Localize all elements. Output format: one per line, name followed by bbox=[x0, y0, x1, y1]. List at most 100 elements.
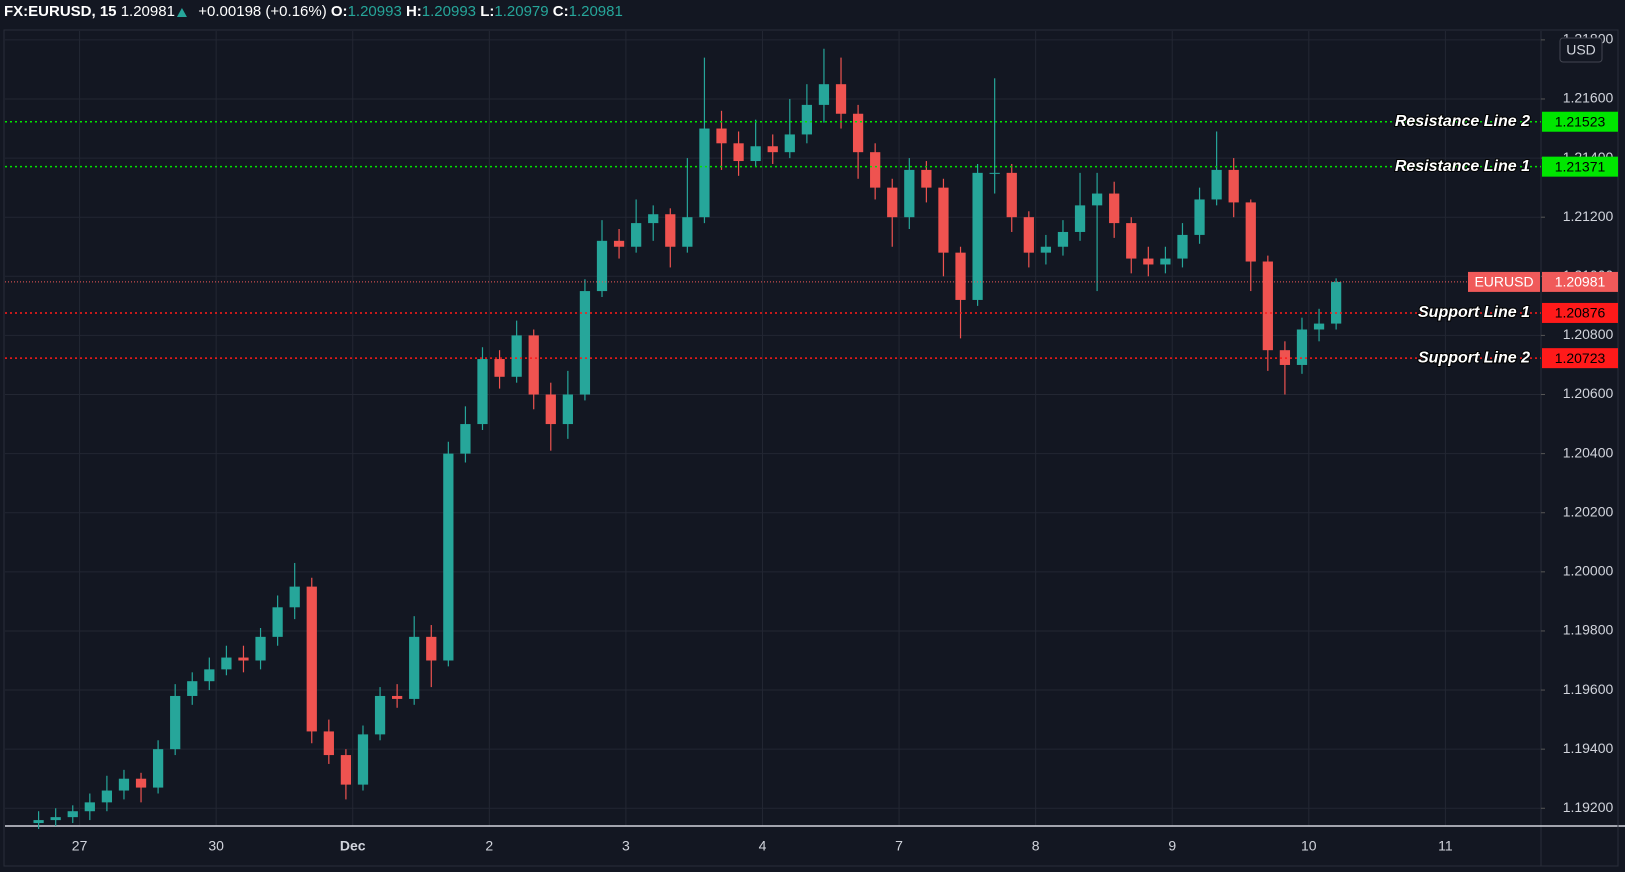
candle-body bbox=[1245, 202, 1256, 262]
x-tick-label: 8 bbox=[1032, 838, 1040, 854]
level-name: Resistance Line 2 bbox=[1395, 113, 1530, 130]
candle-body bbox=[801, 104, 812, 135]
candle-body bbox=[118, 778, 130, 791]
candle-body bbox=[494, 359, 505, 377]
y-tick-label: 1.20600 bbox=[1563, 385, 1614, 401]
candle-body bbox=[631, 223, 642, 247]
level-value: 1.21523 bbox=[1555, 113, 1606, 129]
candle-body bbox=[989, 172, 1000, 174]
currency-label: USD bbox=[1566, 42, 1596, 58]
currency-box bbox=[1559, 37, 1603, 63]
y-tick-label: 1.20800 bbox=[1563, 326, 1614, 342]
candle-body bbox=[938, 187, 949, 253]
candle-body bbox=[596, 240, 608, 292]
level-value-box bbox=[1542, 348, 1618, 369]
candle-body bbox=[562, 394, 573, 425]
level-value: 1.20876 bbox=[1555, 305, 1606, 321]
candle-body bbox=[972, 172, 983, 300]
level-value-box bbox=[1542, 111, 1618, 132]
level-value-box bbox=[1542, 271, 1618, 292]
y-tick-label: 1.20000 bbox=[1563, 563, 1614, 579]
candle-body bbox=[887, 187, 898, 218]
y-tick-label: 1.19200 bbox=[1563, 799, 1614, 815]
candle-body bbox=[204, 669, 215, 682]
y-tick-label: 1.21600 bbox=[1563, 90, 1614, 106]
candle-body bbox=[238, 657, 249, 661]
candle-body bbox=[255, 636, 266, 661]
level-name: Support Line 2 bbox=[1418, 349, 1530, 366]
candle-body bbox=[340, 755, 352, 785]
candle-body bbox=[852, 113, 864, 153]
candle-body bbox=[1279, 350, 1291, 365]
y-tick-label: 1.19800 bbox=[1563, 622, 1614, 638]
level-value-box bbox=[1542, 302, 1618, 323]
up-arrow bbox=[176, 8, 187, 17]
level-name: Support Line 1 bbox=[1418, 304, 1530, 321]
candle-body bbox=[682, 217, 693, 247]
candle-body bbox=[1091, 193, 1103, 206]
candle-body bbox=[306, 586, 317, 732]
candle-body bbox=[357, 734, 369, 785]
candle-body bbox=[1074, 205, 1086, 232]
candle-body bbox=[374, 695, 386, 735]
candle-body bbox=[1057, 231, 1069, 247]
x-tick-label: 2 bbox=[485, 838, 493, 854]
change: +0.00198 (+0.16%) bbox=[198, 3, 326, 20]
level-name: EURUSD bbox=[1474, 274, 1533, 290]
candle-body bbox=[477, 359, 488, 425]
candle-body bbox=[1228, 169, 1239, 203]
y-tick-label: 1.21200 bbox=[1563, 208, 1614, 224]
level-name-box bbox=[1468, 271, 1540, 292]
level-name: Resistance Line 1 bbox=[1395, 158, 1530, 175]
candle-body bbox=[1006, 172, 1017, 218]
candle-body bbox=[170, 695, 181, 750]
candle-body bbox=[101, 790, 113, 803]
last-price: 1.20981 bbox=[121, 3, 175, 20]
candle-body bbox=[750, 146, 761, 162]
candle-body bbox=[1262, 261, 1273, 351]
level-value-box bbox=[1542, 156, 1618, 177]
candle-body bbox=[1211, 169, 1222, 200]
candle-body bbox=[1331, 281, 1342, 324]
candle-body bbox=[443, 453, 454, 661]
candle-body bbox=[460, 424, 471, 454]
ohlc-value: 1.20979 bbox=[494, 3, 548, 20]
ohlc-value: 1.20981 bbox=[569, 3, 623, 20]
candle-body bbox=[528, 335, 539, 395]
candle-body bbox=[409, 636, 420, 699]
candle-body bbox=[579, 291, 591, 395]
candle-body bbox=[699, 128, 710, 218]
x-tick-label: 4 bbox=[759, 838, 767, 854]
level-value: 1.20723 bbox=[1555, 350, 1606, 366]
x-tick-label: 10 bbox=[1301, 838, 1317, 854]
candle-body bbox=[392, 695, 403, 699]
candle-body bbox=[67, 811, 78, 818]
candle-body bbox=[135, 778, 147, 788]
x-tick-label: 27 bbox=[72, 838, 88, 854]
ohlc-label: O: bbox=[331, 3, 348, 20]
level-value: 1.20981 bbox=[1555, 274, 1606, 290]
ohlc-value: 1.20993 bbox=[348, 3, 402, 20]
candle-body bbox=[1194, 199, 1205, 235]
candle-body bbox=[648, 214, 659, 224]
ohlc-label: C: bbox=[553, 3, 569, 20]
candle-body bbox=[818, 84, 830, 105]
candle-body bbox=[187, 681, 198, 696]
candle-body bbox=[784, 134, 795, 153]
x-tick-label: 3 bbox=[622, 838, 630, 854]
candle-body bbox=[733, 143, 744, 162]
candle-body bbox=[545, 394, 556, 425]
candle-body bbox=[665, 214, 676, 247]
candle-body bbox=[1143, 258, 1154, 265]
candle-body bbox=[767, 146, 778, 153]
candle-body bbox=[1313, 323, 1325, 330]
symbol: FX:EURUSD, 15 bbox=[4, 3, 117, 20]
candle-body bbox=[50, 817, 61, 821]
plot-border bbox=[3, 29, 1619, 867]
candle-body bbox=[272, 607, 283, 637]
candle-body bbox=[613, 240, 625, 247]
y-tick-label: 1.19600 bbox=[1563, 681, 1614, 697]
candle-body bbox=[1040, 246, 1052, 253]
